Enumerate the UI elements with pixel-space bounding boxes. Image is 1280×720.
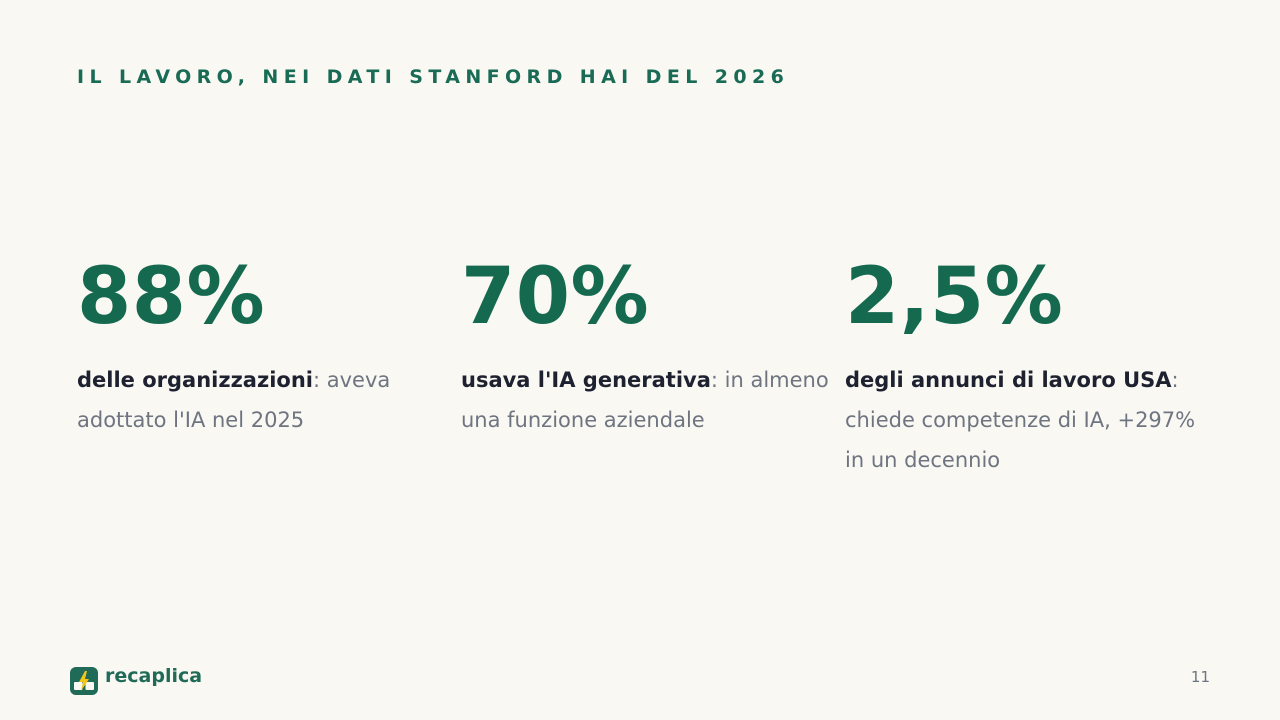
stat-description: usava l'IA generativa: in almeno una fun… — [461, 360, 831, 440]
stat-description-strong: degli annunci di lavoro USA — [845, 368, 1172, 392]
slide-eyebrow-title: IL LAVORO, NEI DATI STANFORD HAI DEL 202… — [77, 66, 790, 88]
page-number: 11 — [1190, 668, 1210, 686]
stat-description-rest: : in almeno una funzione aziendale — [461, 368, 829, 432]
brand-name: recaplica — [105, 665, 203, 687]
stat-organizations-adoption: 88% delle organizzazioni: aveva adottato… — [77, 250, 447, 440]
stat-description-rest: : aveva adottato l'IA nel 2025 — [77, 368, 391, 432]
stat-value: 2,5% — [845, 252, 1064, 342]
brand-logo: recaplica — [70, 665, 203, 695]
stat-value: 70% — [461, 252, 650, 342]
stat-description: delle organizzazioni: aveva adottato l'I… — [77, 360, 447, 440]
stat-description-strong: usava l'IA generativa — [461, 368, 711, 392]
stat-description-strong: delle organizzazioni — [77, 368, 313, 392]
stat-value: 88% — [77, 252, 266, 342]
stat-description: degli annunci di lavoro USA: chiede comp… — [845, 360, 1215, 480]
lightning-book-icon — [70, 667, 98, 695]
stat-job-postings: 2,5% degli annunci di lavoro USA: chiede… — [845, 250, 1215, 480]
stat-generative-ai-usage: 70% usava l'IA generativa: in almeno una… — [461, 250, 831, 440]
stat-description-rest: : chiede competenze di IA, +297% in un d… — [845, 368, 1196, 472]
